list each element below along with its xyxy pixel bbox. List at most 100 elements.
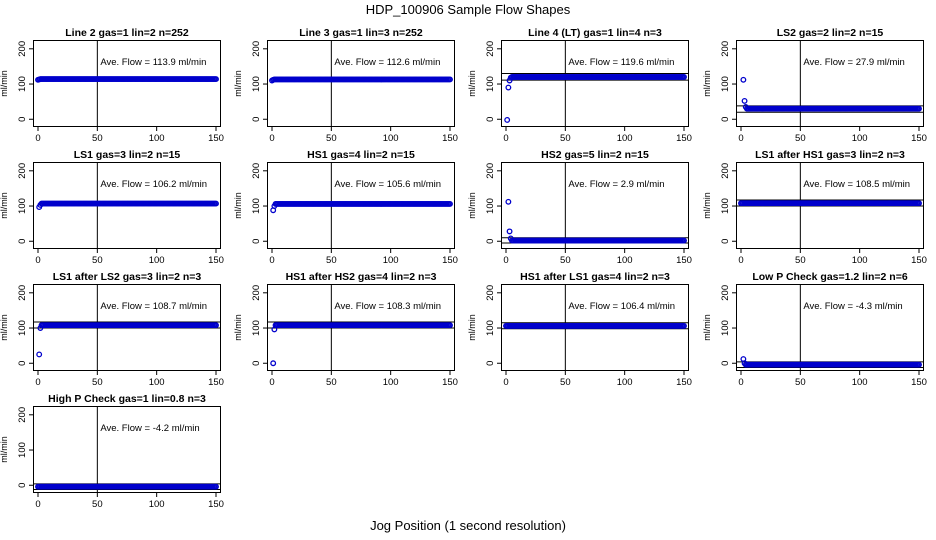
data-point	[447, 322, 453, 329]
data-point	[504, 117, 511, 123]
average-flow-annotation: Ave. Flow = 106.2 ml/min	[100, 179, 207, 190]
panel-5: LS1 gas=3 lin=2 n=15 ml/min 0 100 200 0 50 100 1…	[0, 149, 224, 266]
data-point	[213, 483, 219, 490]
data-point	[505, 198, 512, 205]
x-tick-label: 150	[442, 377, 458, 388]
data-point	[681, 322, 687, 329]
x-tick-label: 50	[560, 255, 571, 266]
data-point	[213, 322, 219, 329]
panel-6: HS1 gas=4 lin=2 n=15 ml/min 0 100 200 0 50 100 1…	[233, 149, 458, 266]
x-tick-label: 0	[738, 377, 743, 388]
y-tick-label: 100	[251, 198, 262, 214]
average-flow-annotation: Ave. Flow = 112.6 ml/min	[334, 57, 440, 68]
data-point	[916, 361, 922, 368]
x-tick-label: 150	[442, 133, 458, 144]
x-tick-label: 150	[911, 255, 927, 266]
x-tick-label: 100	[852, 133, 868, 144]
y-tick-label: 200	[485, 163, 496, 179]
y-tick-label: 0	[720, 239, 731, 244]
x-tick-label: 100	[149, 499, 165, 510]
panel-title: LS1 after LS2 gas=3 lin=2 n=3	[53, 271, 202, 283]
panel-8: LS1 after HS1 gas=3 lin=2 n=3 ml/min 0 100 2…	[702, 149, 927, 266]
x-tick-label: 50	[326, 255, 337, 266]
panel-2: Line 3 gas=1 lin=3 n=252 ml/min 0 100 200 0 50…	[233, 27, 458, 144]
x-tick-label: 0	[35, 377, 40, 388]
y-tick-label: 100	[17, 442, 28, 458]
x-tick-label: 100	[149, 255, 165, 266]
x-tick-label: 100	[383, 133, 399, 144]
panel-11: HS1 after LS1 gas=4 lin=2 n=3 ml/min 0 100 2…	[467, 271, 692, 388]
y-tick-label: 200	[17, 285, 28, 301]
data-point	[213, 200, 219, 207]
y-tick-label: 0	[251, 361, 262, 366]
figure-title: HDP_100906 Sample Flow Shapes	[365, 2, 571, 17]
average-flow-annotation: Ave. Flow = 108.3 ml/min	[334, 301, 441, 312]
y-tick-label: 200	[17, 41, 28, 57]
panel-10: HS1 after HS2 gas=4 lin=2 n=3 ml/min 0 100 2…	[233, 271, 458, 388]
average-flow-annotation: Ave. Flow = 27.9 ml/min	[803, 57, 904, 68]
y-axis-label: ml/min	[233, 70, 243, 97]
average-flow-annotation: Ave. Flow = 105.6 ml/min	[334, 179, 441, 190]
y-tick-label: 200	[485, 285, 496, 301]
data-point	[505, 84, 512, 91]
x-tick-label: 0	[503, 377, 508, 388]
plot-frame	[33, 406, 221, 493]
x-tick-label: 150	[676, 133, 692, 144]
y-tick-label: 0	[17, 483, 28, 488]
panel-title: HS1 gas=4 lin=2 n=15	[307, 149, 415, 161]
average-flow-annotation: Ave. Flow = -4.3 ml/min	[803, 301, 902, 312]
x-tick-label: 0	[503, 255, 508, 266]
x-tick-label: 150	[911, 377, 927, 388]
data-point	[506, 228, 513, 235]
panel-title: Line 4 (LT) gas=1 lin=4 n=3	[528, 27, 662, 39]
x-tick-label: 150	[676, 377, 692, 388]
panel-title: LS2 gas=2 lin=2 n=15	[777, 27, 884, 39]
y-axis-label: ml/min	[467, 314, 477, 341]
plot-frame	[736, 284, 924, 371]
y-tick-label: 200	[720, 163, 731, 179]
y-tick-label: 100	[17, 76, 28, 92]
y-tick-label: 200	[720, 41, 731, 57]
average-flow-annotation: Ave. Flow = 2.9 ml/min	[568, 179, 664, 190]
x-tick-label: 150	[911, 133, 927, 144]
x-tick-label: 100	[852, 377, 868, 388]
x-tick-label: 100	[617, 255, 633, 266]
y-tick-label: 0	[17, 239, 28, 244]
panel-3: Line 4 (LT) gas=1 lin=4 n=3 ml/min 0 100 200…	[467, 27, 692, 144]
y-tick-label: 100	[485, 198, 496, 214]
panel-title: HS1 after LS1 gas=4 lin=2 n=3	[520, 271, 670, 283]
x-tick-label: 150	[208, 255, 224, 266]
y-tick-label: 200	[251, 285, 262, 301]
y-tick-label: 100	[251, 320, 262, 336]
x-tick-label: 50	[326, 133, 337, 144]
plot-frame	[736, 162, 924, 249]
x-axis-label: Jog Position (1 second resolution)	[370, 518, 566, 533]
y-tick-label: 200	[251, 163, 262, 179]
y-axis-label: ml/min	[233, 192, 243, 219]
x-tick-label: 150	[208, 499, 224, 510]
average-flow-annotation: Ave. Flow = 113.9 ml/min	[100, 57, 206, 68]
data-point	[916, 200, 922, 207]
data-point	[681, 74, 687, 80]
y-axis-label: ml/min	[467, 192, 477, 219]
y-axis-label: ml/min	[702, 70, 712, 97]
data-point	[916, 105, 922, 112]
plot-frame	[501, 40, 689, 127]
panel-13: High P Check gas=1 lin=0.8 n=3 ml/min 0 100…	[0, 393, 224, 510]
x-tick-label: 100	[617, 377, 633, 388]
x-tick-label: 0	[269, 133, 274, 144]
x-tick-label: 150	[208, 133, 224, 144]
y-axis-label: ml/min	[0, 436, 9, 463]
y-tick-label: 100	[485, 76, 496, 92]
y-tick-label: 0	[485, 239, 496, 244]
x-tick-label: 50	[92, 255, 103, 266]
x-tick-label: 100	[383, 255, 399, 266]
plot-frame	[501, 284, 689, 371]
average-flow-annotation: Ave. Flow = 106.4 ml/min	[568, 301, 675, 312]
x-tick-label: 0	[738, 133, 743, 144]
y-axis-label: ml/min	[233, 314, 243, 341]
x-tick-label: 100	[617, 133, 633, 144]
plot-frame	[33, 40, 221, 127]
data-point	[447, 200, 453, 207]
